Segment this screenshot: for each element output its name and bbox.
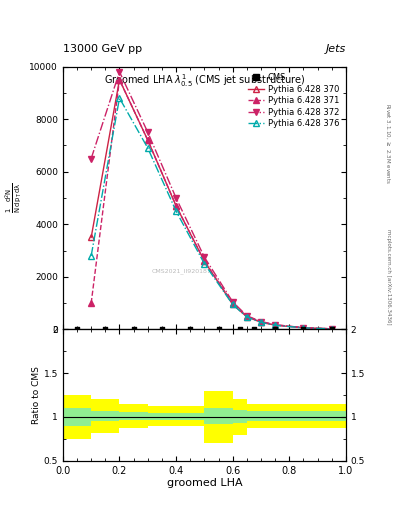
Pythia 6.428 372 bbox=[301, 325, 306, 331]
Pythia 6.428 372 bbox=[273, 322, 277, 328]
Point bbox=[215, 325, 222, 333]
Text: Jets: Jets bbox=[325, 44, 346, 54]
Pythia 6.428 370 bbox=[145, 137, 150, 143]
Text: Groomed LHA $\lambda^{1}_{0.5}$ (CMS jet substructure): Groomed LHA $\lambda^{1}_{0.5}$ (CMS jet… bbox=[104, 72, 305, 89]
Line: Pythia 6.428 372: Pythia 6.428 372 bbox=[88, 69, 334, 332]
Pythia 6.428 376 bbox=[145, 145, 150, 151]
Pythia 6.428 370 bbox=[259, 319, 263, 325]
Pythia 6.428 370 bbox=[273, 322, 277, 328]
Point bbox=[102, 325, 108, 333]
Pythia 6.428 376 bbox=[259, 319, 263, 326]
Pythia 6.428 372 bbox=[202, 254, 207, 260]
Pythia 6.428 371 bbox=[117, 77, 122, 83]
Point bbox=[237, 325, 243, 333]
Pythia 6.428 372 bbox=[145, 129, 150, 135]
Line: Pythia 6.428 371: Pythia 6.428 371 bbox=[88, 77, 334, 332]
Pythia 6.428 371 bbox=[89, 300, 94, 306]
Line: Pythia 6.428 370: Pythia 6.428 370 bbox=[88, 77, 334, 332]
Point bbox=[130, 325, 137, 333]
Pythia 6.428 371 bbox=[145, 137, 150, 143]
Pythia 6.428 376 bbox=[301, 325, 306, 331]
Pythia 6.428 371 bbox=[244, 313, 249, 319]
Pythia 6.428 372 bbox=[329, 326, 334, 332]
Point bbox=[300, 325, 307, 333]
Y-axis label: Ratio to CMS: Ratio to CMS bbox=[32, 366, 41, 424]
Text: Rivet 3.1.10, $\geq$ 2.3M events: Rivet 3.1.10, $\geq$ 2.3M events bbox=[384, 103, 391, 184]
Pythia 6.428 376 bbox=[89, 253, 94, 259]
Pythia 6.428 376 bbox=[329, 326, 334, 332]
Point bbox=[159, 325, 165, 333]
Pythia 6.428 371 bbox=[329, 326, 334, 332]
Text: CMS2021_II920187: CMS2021_II920187 bbox=[152, 269, 212, 274]
Pythia 6.428 370 bbox=[89, 234, 94, 241]
Text: mcplots.cern.ch [arXiv:1306.3436]: mcplots.cern.ch [arXiv:1306.3436] bbox=[386, 229, 391, 324]
Pythia 6.428 371 bbox=[202, 258, 207, 264]
Text: 13000 GeV pp: 13000 GeV pp bbox=[63, 44, 142, 54]
Pythia 6.428 372 bbox=[244, 313, 249, 319]
Point bbox=[187, 325, 193, 333]
Pythia 6.428 371 bbox=[174, 203, 178, 209]
Pythia 6.428 376 bbox=[230, 302, 235, 308]
Point bbox=[272, 325, 278, 333]
Point bbox=[251, 325, 257, 333]
Pythia 6.428 371 bbox=[259, 318, 263, 325]
Pythia 6.428 376 bbox=[174, 208, 178, 214]
Pythia 6.428 372 bbox=[174, 195, 178, 201]
Pythia 6.428 371 bbox=[301, 325, 306, 331]
Pythia 6.428 372 bbox=[89, 156, 94, 162]
Pythia 6.428 372 bbox=[117, 69, 122, 75]
Pythia 6.428 371 bbox=[273, 322, 277, 328]
Legend: CMS, Pythia 6.428 370, Pythia 6.428 371, Pythia 6.428 372, Pythia 6.428 376: CMS, Pythia 6.428 370, Pythia 6.428 371,… bbox=[245, 71, 342, 131]
Pythia 6.428 370 bbox=[174, 203, 178, 209]
Pythia 6.428 370 bbox=[329, 326, 334, 332]
Pythia 6.428 370 bbox=[244, 314, 249, 320]
Pythia 6.428 372 bbox=[230, 298, 235, 305]
Pythia 6.428 370 bbox=[230, 302, 235, 308]
Line: Pythia 6.428 376: Pythia 6.428 376 bbox=[88, 95, 334, 332]
Pythia 6.428 376 bbox=[244, 314, 249, 320]
Point bbox=[329, 325, 335, 333]
Y-axis label: $\mathregular{\frac{1}{N}\frac{d^2N}{d\,p_T\,d\lambda}}$: $\mathregular{\frac{1}{N}\frac{d^2N}{d\,… bbox=[3, 183, 24, 214]
X-axis label: groomed LHA: groomed LHA bbox=[167, 478, 242, 488]
Pythia 6.428 371 bbox=[230, 300, 235, 306]
Pythia 6.428 376 bbox=[273, 322, 277, 328]
Pythia 6.428 370 bbox=[301, 325, 306, 331]
Pythia 6.428 370 bbox=[117, 77, 122, 83]
Pythia 6.428 376 bbox=[202, 261, 207, 267]
Point bbox=[74, 325, 80, 333]
Pythia 6.428 372 bbox=[259, 318, 263, 325]
Pythia 6.428 370 bbox=[202, 258, 207, 264]
Pythia 6.428 376 bbox=[117, 95, 122, 101]
